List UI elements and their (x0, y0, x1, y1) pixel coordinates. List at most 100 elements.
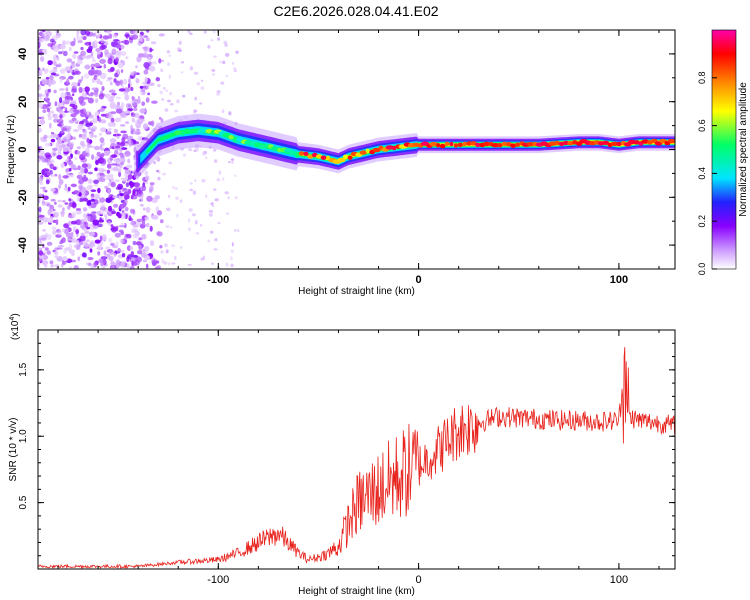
noise-speck (104, 49, 109, 54)
noise-speck (140, 89, 145, 92)
noise-speck (147, 92, 151, 96)
noise-speck (143, 35, 149, 38)
noise-speck (54, 201, 57, 205)
noise-speck (38, 103, 44, 109)
noise-speck (38, 176, 41, 183)
noise-speck (115, 241, 119, 247)
noise-speck (172, 186, 176, 189)
y-multiplier-base: (x10 (10, 320, 21, 340)
noise-speck (45, 68, 49, 73)
ridge-hotspot (482, 141, 491, 147)
noise-speck (55, 219, 59, 226)
noise-speck (84, 243, 90, 248)
noise-speck (118, 48, 122, 51)
noise-speck (213, 188, 217, 191)
noise-speck (38, 93, 43, 98)
noise-speck (39, 119, 46, 125)
noise-speck (89, 92, 94, 97)
noise-speck (51, 226, 57, 231)
noise-speck (45, 76, 50, 80)
noise-speck (58, 174, 62, 180)
noise-speck (229, 256, 233, 261)
noise-speck (100, 147, 105, 151)
noise-speck (53, 250, 59, 256)
noise-speck (132, 102, 137, 107)
noise-speck (122, 78, 128, 85)
noise-speck (105, 174, 110, 181)
noise-speck (78, 134, 82, 138)
ridge-hotspot (444, 141, 450, 146)
noise-speck (100, 113, 107, 117)
noise-speck (141, 252, 147, 258)
noise-speck (60, 211, 65, 215)
y-tick-label: 0.5 (18, 495, 29, 509)
noise-speck (69, 103, 76, 107)
noise-speck (71, 82, 78, 88)
noise-speck (73, 109, 80, 115)
noise-speck (99, 137, 105, 144)
noise-speck (102, 259, 107, 266)
ridge-hotspot (180, 131, 185, 136)
noise-speck (81, 92, 88, 98)
noise-speck (109, 101, 116, 108)
noise-speck (38, 221, 44, 225)
noise-speck (48, 159, 55, 164)
noise-speck (196, 82, 201, 86)
noise-speck (146, 56, 152, 63)
noise-speck (105, 131, 112, 135)
noise-speck (127, 174, 133, 180)
noise-speck (76, 208, 81, 211)
noise-speck (75, 229, 80, 235)
noise-speck (135, 256, 142, 263)
noise-speck (39, 97, 43, 100)
noise-speck (41, 30, 46, 33)
noise-speck (142, 81, 148, 85)
noise-speck (56, 247, 63, 250)
noise-speck (207, 44, 211, 49)
noise-speck (92, 44, 98, 49)
noise-speck (97, 223, 103, 228)
noise-speck (144, 175, 150, 181)
noise-speck (108, 127, 112, 132)
noise-speck (41, 32, 47, 38)
noise-speck (113, 128, 119, 134)
noise-speck (57, 229, 62, 236)
noise-speck (95, 87, 99, 93)
noise-speck (62, 200, 66, 203)
noise-speck (76, 146, 81, 150)
noise-speck (97, 251, 101, 256)
noise-speck (182, 94, 186, 98)
noise-speck (86, 200, 92, 206)
noise-speck (111, 226, 117, 233)
noise-speck (107, 205, 113, 212)
noise-speck (180, 246, 183, 249)
noise-speck (115, 44, 122, 49)
noise-speck (233, 67, 237, 71)
noise-speck (195, 220, 198, 225)
noise-speck (38, 206, 42, 213)
noise-speck (234, 196, 238, 200)
noise-speck (96, 51, 102, 55)
noise-speck (54, 173, 58, 177)
x-tick-label: 100 (610, 274, 628, 286)
noise-speck (120, 261, 125, 268)
noise-speck (142, 207, 146, 211)
noise-speck (41, 67, 45, 72)
noise-speck (137, 250, 143, 255)
noise-speck (201, 79, 204, 82)
noise-speck (93, 135, 97, 138)
noise-speck (191, 213, 196, 217)
noise-speck (110, 261, 116, 266)
noise-speck (189, 66, 194, 71)
noise-speck (214, 198, 219, 202)
noise-speck (90, 51, 94, 57)
noise-speck (151, 214, 159, 220)
noise-speck (214, 159, 218, 164)
noise-speck (58, 88, 65, 91)
noise-speck (125, 56, 129, 60)
noise-speck (194, 96, 198, 101)
noise-speck (53, 89, 57, 94)
noise-speck (98, 219, 105, 223)
noise-speck (46, 241, 53, 246)
noise-speck (87, 97, 94, 104)
